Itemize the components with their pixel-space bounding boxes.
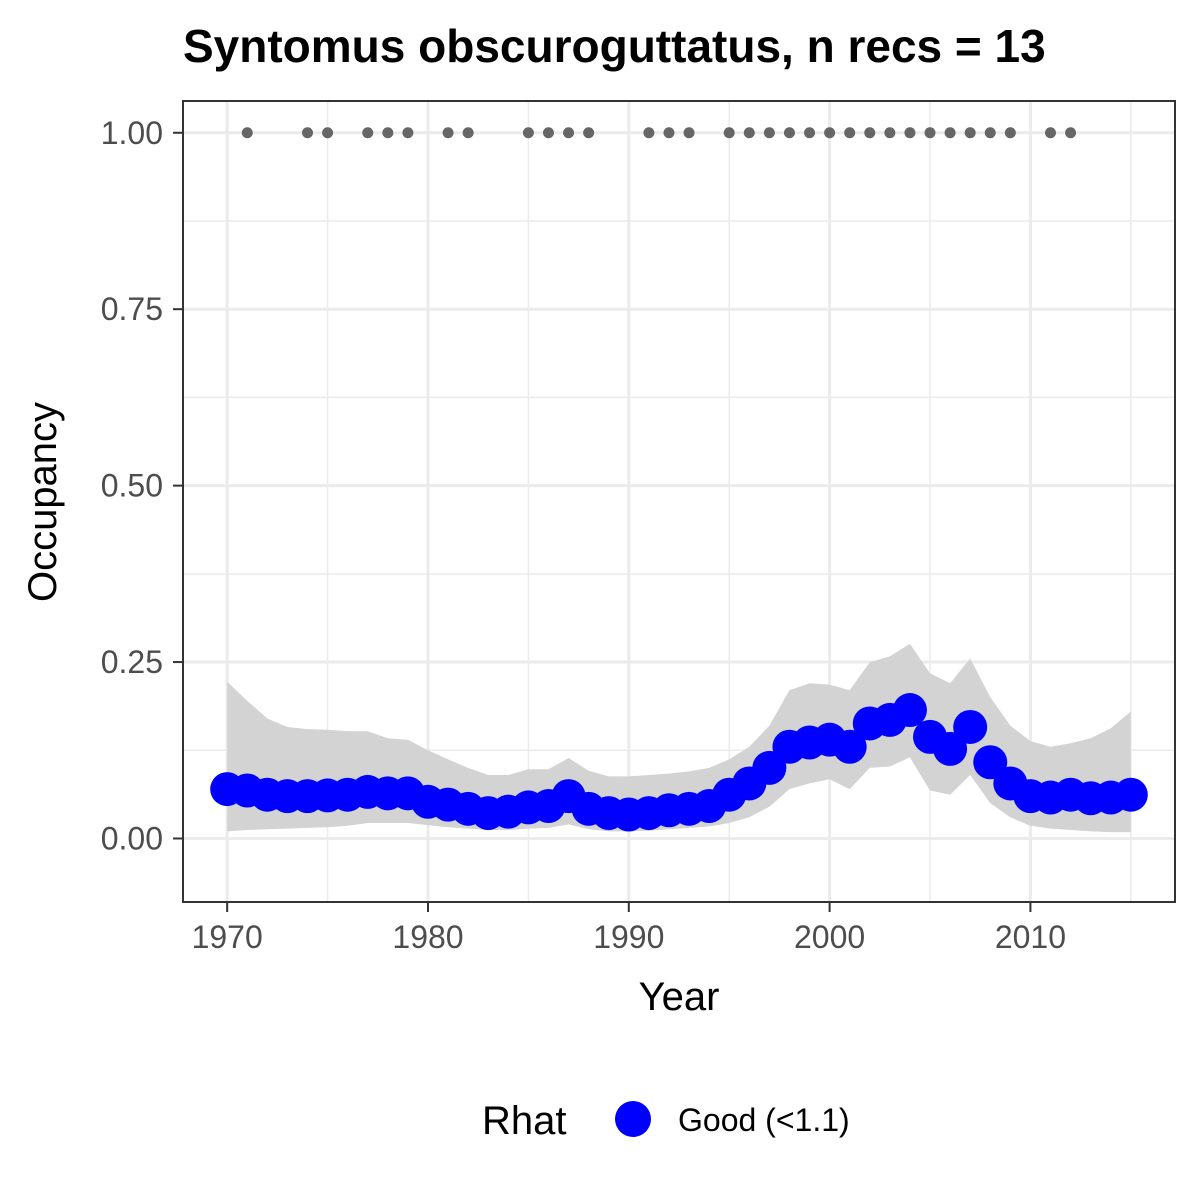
y-tick-label: 0.00 — [101, 820, 163, 856]
record-point — [362, 127, 374, 139]
y-axis-title: Occupancy — [21, 402, 65, 602]
record-point — [884, 127, 896, 139]
x-tick-label: 1970 — [192, 919, 263, 955]
record-point — [924, 127, 936, 139]
y-axis: 0.00 0.25 0.50 0.75 1.00 — [101, 115, 183, 856]
occupancy-point — [752, 750, 787, 785]
occupancy-point — [1113, 777, 1148, 812]
legend-label-good: Good (<1.1) — [678, 1102, 850, 1138]
y-tick-label: 0.25 — [101, 644, 163, 680]
record-points-layer — [241, 127, 1077, 139]
chart-title: Syntomus obscuroguttatus, n recs = 13 — [183, 20, 1046, 72]
record-point — [1004, 127, 1016, 139]
occupancy-point — [892, 693, 927, 728]
x-axis: 1970 1980 1990 2000 2010 — [192, 902, 1066, 955]
record-point — [904, 127, 916, 139]
record-point — [804, 127, 816, 139]
panel-border — [182, 100, 1176, 903]
record-point — [864, 127, 876, 139]
record-point — [402, 127, 414, 139]
record-point — [302, 127, 314, 139]
record-point — [683, 127, 695, 139]
x-tick-label: 1990 — [593, 919, 664, 955]
legend-title: Rhat — [482, 1099, 567, 1143]
record-point — [522, 127, 534, 139]
occupancy-point — [933, 731, 968, 766]
x-axis-title: Year — [639, 975, 720, 1019]
record-point — [663, 127, 675, 139]
record-point — [563, 127, 575, 139]
record-point — [542, 127, 554, 139]
record-point — [382, 127, 394, 139]
occupancy-point — [953, 709, 988, 744]
record-point — [241, 127, 253, 139]
x-tick-label: 1980 — [392, 919, 463, 955]
x-tick-label: 2010 — [995, 919, 1066, 955]
occupancy-point — [973, 745, 1008, 780]
legend: Rhat Good (<1.1) — [482, 1099, 850, 1143]
record-point — [763, 127, 775, 139]
y-tick-label: 0.50 — [101, 468, 163, 504]
record-point — [1044, 127, 1056, 139]
record-point — [944, 127, 956, 139]
occupancy-points-layer — [210, 693, 1148, 832]
record-point — [322, 127, 334, 139]
record-point — [723, 127, 735, 139]
y-tick-label: 1.00 — [101, 115, 163, 151]
confidence-ribbon-layer — [227, 643, 1131, 833]
record-point — [984, 127, 996, 139]
record-point — [844, 127, 856, 139]
occupancy-point — [832, 729, 867, 764]
confidence-ribbon — [227, 643, 1131, 833]
record-point — [783, 127, 795, 139]
record-point — [442, 127, 454, 139]
x-tick-label: 2000 — [794, 919, 865, 955]
record-point — [964, 127, 976, 139]
legend-key-good — [615, 1101, 651, 1137]
record-point — [643, 127, 655, 139]
record-point — [743, 127, 755, 139]
record-point — [583, 127, 595, 139]
record-point — [1065, 127, 1077, 139]
record-point — [824, 127, 836, 139]
record-point — [462, 127, 474, 139]
y-tick-label: 0.75 — [101, 291, 163, 327]
